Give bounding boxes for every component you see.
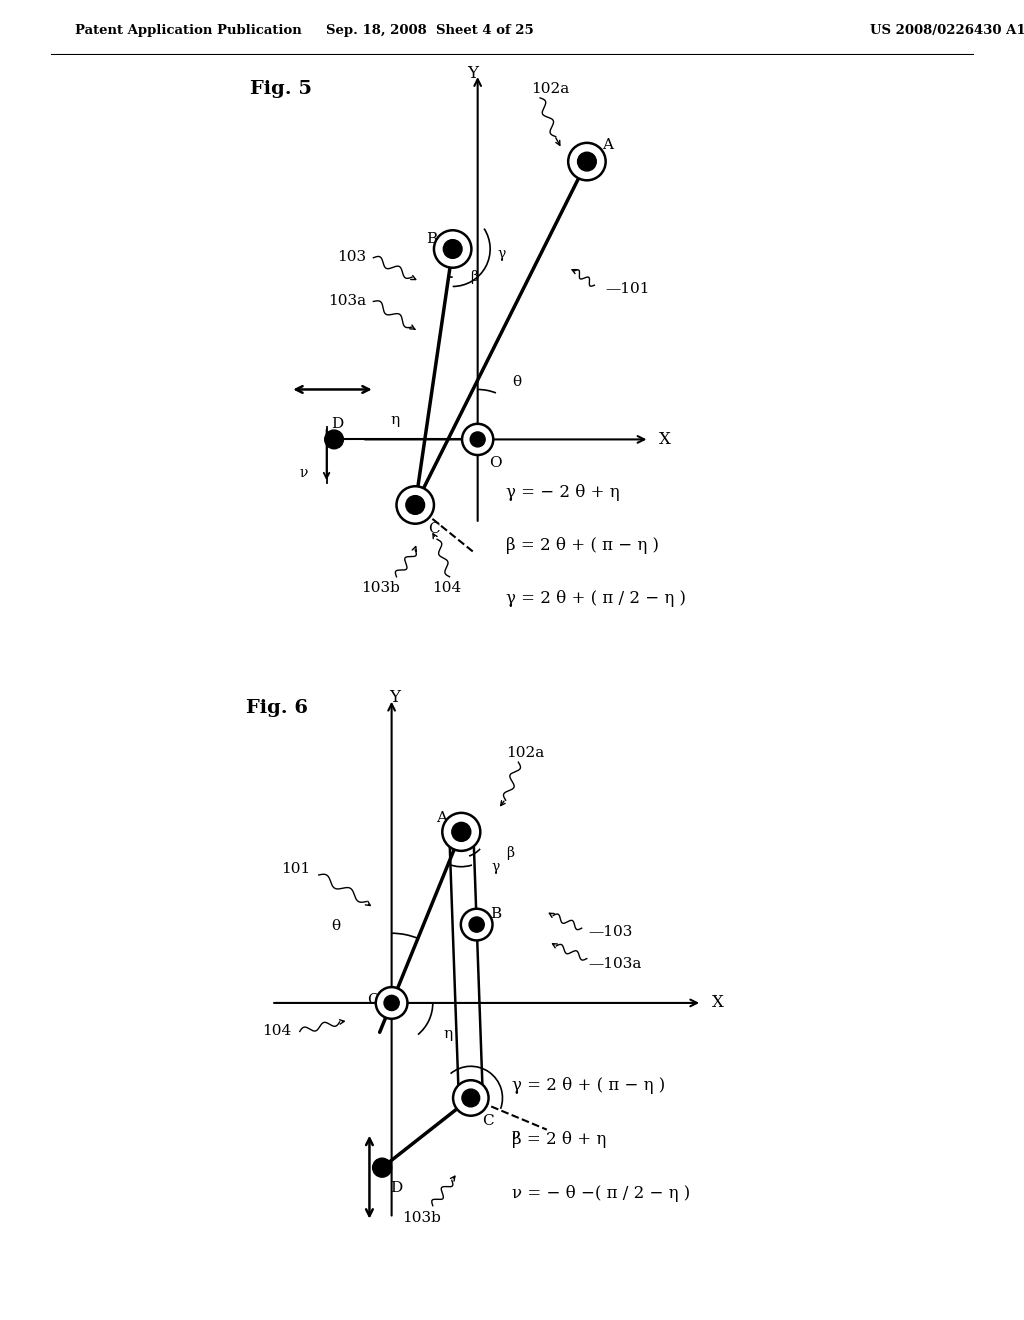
Circle shape — [442, 813, 480, 851]
Text: γ = 2 θ + ( π / 2 − η ): γ = 2 θ + ( π / 2 − η ) — [506, 590, 686, 607]
Text: —103: —103 — [588, 925, 633, 940]
Text: Patent Application Publication: Patent Application Publication — [75, 24, 302, 37]
Text: θ: θ — [332, 919, 341, 933]
Text: A: A — [602, 139, 613, 152]
Text: η: η — [390, 413, 399, 426]
Text: ν = − θ −( π / 2 − η ): ν = − θ −( π / 2 − η ) — [512, 1184, 690, 1201]
Circle shape — [469, 917, 484, 932]
Text: 104: 104 — [262, 1023, 291, 1038]
Text: X: X — [712, 994, 724, 1011]
Text: η: η — [443, 1027, 453, 1040]
Circle shape — [376, 987, 408, 1019]
Circle shape — [453, 1080, 488, 1115]
Text: 103: 103 — [337, 251, 367, 264]
Text: ν: ν — [300, 466, 308, 480]
Text: US 2008/0226430 A1: US 2008/0226430 A1 — [870, 24, 1024, 37]
Text: 102a: 102a — [530, 82, 569, 96]
Text: γ = 2 θ + ( π − η ): γ = 2 θ + ( π − η ) — [512, 1077, 666, 1094]
Circle shape — [384, 995, 399, 1011]
Text: —101: —101 — [605, 281, 650, 296]
Text: β = 2 θ + ( π − η ): β = 2 θ + ( π − η ) — [506, 537, 658, 554]
Circle shape — [406, 495, 425, 515]
Text: 103b: 103b — [361, 581, 400, 595]
Text: B: B — [426, 232, 437, 246]
Circle shape — [578, 152, 596, 172]
Circle shape — [462, 424, 494, 455]
Text: B: B — [490, 907, 502, 921]
Circle shape — [373, 1158, 391, 1177]
Text: O: O — [368, 993, 380, 1007]
Text: γ: γ — [498, 247, 506, 261]
Text: C: C — [428, 523, 439, 536]
Text: Fig. 5: Fig. 5 — [250, 81, 311, 99]
Text: θ: θ — [512, 375, 521, 389]
Text: O: O — [488, 457, 502, 470]
Text: C: C — [482, 1114, 494, 1127]
Circle shape — [470, 432, 485, 447]
Text: D: D — [331, 417, 343, 432]
Text: γ = − 2 θ + η: γ = − 2 θ + η — [506, 484, 620, 502]
Circle shape — [325, 430, 343, 449]
Text: γ: γ — [492, 861, 500, 874]
Text: β: β — [506, 846, 514, 861]
Text: A: A — [436, 812, 446, 825]
Circle shape — [396, 486, 434, 524]
Text: 101: 101 — [281, 862, 310, 876]
Circle shape — [434, 230, 471, 268]
Text: D: D — [390, 1181, 402, 1195]
Circle shape — [568, 143, 605, 181]
Text: 103a: 103a — [328, 294, 366, 308]
Text: 104: 104 — [432, 581, 461, 595]
Circle shape — [461, 908, 493, 940]
Circle shape — [443, 240, 462, 259]
Text: β: β — [470, 271, 478, 284]
Text: X: X — [658, 430, 671, 447]
Text: Y: Y — [467, 65, 478, 82]
Text: Sep. 18, 2008  Sheet 4 of 25: Sep. 18, 2008 Sheet 4 of 25 — [326, 24, 534, 37]
Text: —103a: —103a — [588, 957, 641, 972]
Text: β = 2 θ + η: β = 2 θ + η — [512, 1131, 606, 1147]
Text: 103b: 103b — [402, 1210, 441, 1225]
Text: Y: Y — [389, 689, 400, 706]
Circle shape — [452, 822, 471, 841]
Circle shape — [462, 1089, 479, 1107]
Text: Fig. 6: Fig. 6 — [246, 698, 308, 717]
Text: ν: ν — [512, 1129, 520, 1142]
Text: 102a: 102a — [506, 746, 544, 760]
